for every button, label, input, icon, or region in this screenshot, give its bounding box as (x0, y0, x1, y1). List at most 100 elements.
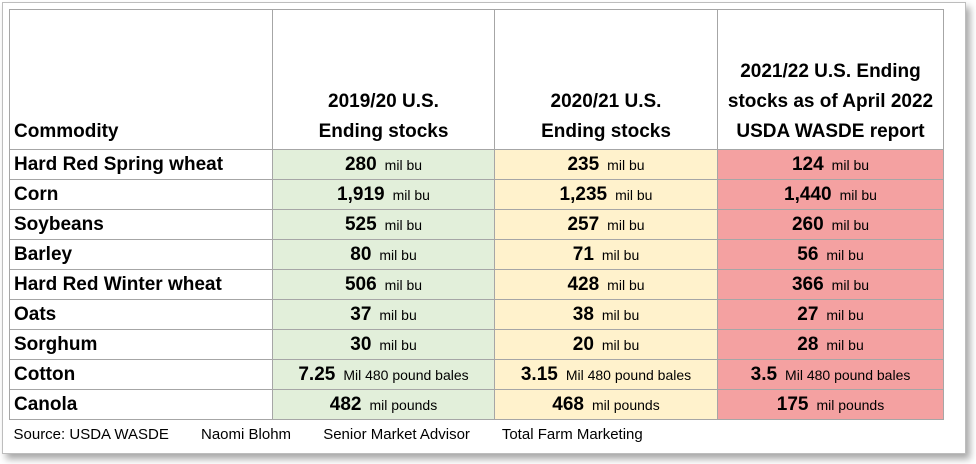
stocks-2021-22: 366 mil bu (717, 269, 944, 300)
value: 1,235 (559, 183, 608, 205)
commodity-name: Hard Red Spring wheat (9, 149, 273, 180)
header-2019-20: 2019/20 U.S. Ending stocks (272, 9, 495, 150)
header-line: 2021/22 U.S. Ending (740, 61, 921, 82)
unit: mil bu (601, 306, 640, 323)
unit: mil bu (839, 186, 877, 203)
stocks-2021-22: 1,440 mil bu (717, 179, 944, 210)
commodity-name: Canola (9, 389, 273, 420)
unit: mil bu (379, 336, 417, 353)
commodity-name: Soybeans (9, 209, 273, 240)
value: 56 (797, 243, 819, 265)
unit: Mil 480 pound bales (343, 366, 469, 383)
unit: mil bu (826, 246, 864, 263)
value: 482 (329, 393, 362, 415)
unit: mil bu (826, 336, 864, 353)
unit: mil pounds (592, 396, 660, 413)
value: 366 (791, 273, 824, 295)
commodity-name: Hard Red Winter wheat (9, 269, 273, 300)
footer-company: Total Farm Marketing (501, 425, 643, 443)
footer-source: Source: USDA WASDE (13, 425, 169, 443)
stocks-2021-22: 3.5 Mil 480 pound bales (717, 359, 944, 390)
source-footer: Source: USDA WASDE Naomi Blohm Senior Ma… (9, 419, 944, 448)
stocks-2021-22: 27 mil bu (717, 299, 944, 330)
stocks-2019-20: 7.25 Mil 480 pound bales (272, 359, 495, 390)
value: 30 (350, 333, 372, 355)
table-frame: Commodity 2019/20 U.S. Ending stocks 202… (2, 2, 966, 454)
stocks-2019-20: 280 mil bu (272, 149, 495, 180)
stocks-2019-20: 37 mil bu (272, 299, 495, 330)
value: 38 (572, 303, 594, 325)
commodity-name: Cotton (9, 359, 273, 390)
table-row: Soybeans 525 mil bu 257 mil bu 260 mil bu (9, 209, 944, 240)
stocks-2021-22: 56 mil bu (717, 239, 944, 270)
value: 27 (797, 303, 819, 325)
header-row: Commodity 2019/20 U.S. Ending stocks 202… (9, 9, 944, 150)
value: 428 (567, 273, 600, 295)
unit: mil bu (831, 216, 870, 233)
value: 280 (344, 153, 377, 175)
value: 3.15 (520, 363, 558, 385)
header-line: 2019/20 U.S. (328, 91, 439, 112)
header-line: Ending stocks (541, 121, 671, 142)
value: 28 (797, 333, 819, 355)
unit: mil bu (384, 216, 423, 233)
stocks-2021-22: 175 mil pounds (717, 389, 944, 420)
unit: mil bu (826, 306, 864, 323)
stocks-2020-21: 468 mil pounds (494, 389, 718, 420)
stocks-2020-21: 71 mil bu (494, 239, 718, 270)
unit: mil bu (384, 156, 423, 173)
unit: mil bu (384, 276, 423, 293)
unit: mil bu (379, 246, 417, 263)
stocks-2020-21: 428 mil bu (494, 269, 718, 300)
unit: mil pounds (816, 396, 885, 413)
stocks-2019-20: 482 mil pounds (272, 389, 495, 420)
header-line: stocks as of April 2022 (727, 91, 934, 112)
footer-author: Naomi Blohm (201, 425, 292, 443)
header-2020-21: 2020/21 U.S. Ending stocks (494, 9, 718, 150)
unit: mil bu (831, 276, 870, 293)
table-row: Canola 482 mil pounds 468 mil pounds 175 mi… (9, 389, 944, 420)
unit: mil bu (601, 336, 640, 353)
ending-stocks-table: Commodity 2019/20 U.S. Ending stocks 202… (9, 9, 944, 448)
commodity-name: Corn (9, 179, 273, 210)
unit: mil bu (392, 186, 430, 203)
value: 235 (567, 153, 600, 175)
unit: mil bu (831, 156, 870, 173)
unit: mil bu (607, 276, 645, 293)
stocks-2020-21: 1,235 mil bu (494, 179, 718, 210)
value: 3.5 (750, 363, 778, 385)
value: 71 (572, 243, 594, 265)
commodity-name: Oats (9, 299, 273, 330)
table-row: Hard Red Spring wheat 280 mil bu 235 mil b… (9, 149, 944, 180)
value: 1,919 (337, 183, 385, 205)
table-row: Corn 1,919 mil bu 1,235 mil bu 1,440 mil bu (9, 179, 944, 210)
stocks-2019-20: 525 mil bu (272, 209, 495, 240)
unit: Mil 480 pound bales (785, 366, 911, 383)
stocks-2021-22: 260 mil bu (717, 209, 944, 240)
unit: mil bu (615, 186, 653, 203)
value: 80 (350, 243, 372, 265)
stocks-2019-20: 1,919 mil bu (272, 179, 495, 210)
value: 37 (350, 303, 372, 325)
stocks-2020-21: 3.15 Mil 480 pound bales (494, 359, 718, 390)
value: 506 (344, 273, 377, 295)
table-row: Oats 37 mil bu 38 mil bu 27 mil bu (9, 299, 944, 330)
value: 260 (791, 213, 824, 235)
commodity-name: Barley (9, 239, 273, 270)
header-line: USDA WASDE report (736, 121, 925, 142)
value: 175 (776, 393, 809, 415)
stocks-2020-21: 20 mil bu (494, 329, 718, 360)
value: 1,440 (784, 183, 832, 205)
table-row: Sorghum 30 mil bu 20 mil bu 28 mil bu (9, 329, 944, 360)
commodity-name: Sorghum (9, 329, 273, 360)
stocks-2020-21: 257 mil bu (494, 209, 718, 240)
table-row: Barley 80 mil bu 71 mil bu 56 mil bu (9, 239, 944, 270)
stocks-2019-20: 30 mil bu (272, 329, 495, 360)
stocks-2021-22: 28 mil bu (717, 329, 944, 360)
stocks-2020-21: 38 mil bu (494, 299, 718, 330)
value: 20 (572, 333, 594, 355)
stocks-2021-22: 124 mil bu (717, 149, 944, 180)
value: 7.25 (298, 363, 336, 385)
unit: mil pounds (369, 396, 438, 413)
stocks-2019-20: 506 mil bu (272, 269, 495, 300)
